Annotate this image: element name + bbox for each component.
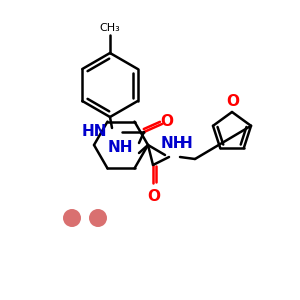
Circle shape	[63, 209, 81, 227]
Text: H: H	[180, 136, 192, 151]
Text: NH: NH	[107, 140, 133, 154]
Circle shape	[89, 209, 107, 227]
Text: O: O	[148, 189, 160, 204]
Text: NH: NH	[160, 136, 186, 151]
Text: HN: HN	[82, 124, 107, 140]
Text: CH₃: CH₃	[100, 23, 120, 33]
Text: O: O	[226, 94, 239, 109]
Text: O: O	[160, 115, 173, 130]
